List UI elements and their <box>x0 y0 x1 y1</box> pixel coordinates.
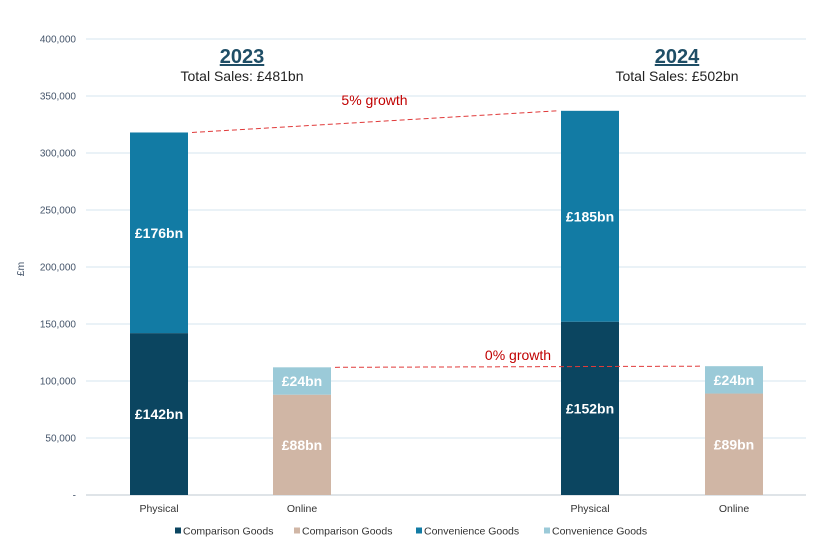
y-tick-label: 100,000 <box>40 377 77 388</box>
legend-swatch <box>544 527 550 534</box>
bar-segment-label: £152bn <box>566 400 614 416</box>
y-tick-label: 400,000 <box>40 35 77 46</box>
bar-segment-label: £24bn <box>714 372 754 388</box>
bar-segment-label: £24bn <box>282 373 322 389</box>
year-total-sales: Total Sales: £481bn <box>181 68 304 84</box>
legend-item-label: Convenience Goods <box>552 526 647 538</box>
growth-annotation: 0% growth <box>485 347 551 363</box>
bar-segment <box>273 394 331 495</box>
bar-segment-label: £142bn <box>135 406 183 422</box>
y-tick-label: 350,000 <box>40 92 77 103</box>
y-tick-label: 50,000 <box>45 434 76 445</box>
bar-segment-label: £185bn <box>566 208 614 224</box>
y-tick-label: 200,000 <box>40 263 77 274</box>
bar-segment <box>130 333 188 495</box>
bar-segment <box>705 366 763 394</box>
x-category-label: Online <box>287 503 318 515</box>
growth-annotation: 5% growth <box>341 92 407 108</box>
bar-segment-label: £88bn <box>282 437 322 453</box>
legend-item-label: Comparison Goods <box>302 526 392 538</box>
y-tick-label: 300,000 <box>40 149 77 160</box>
x-category-label: Online <box>719 503 750 515</box>
x-category-label: Physical <box>139 503 178 515</box>
year-title: 2024 <box>655 46 700 68</box>
legend-swatch <box>175 527 181 534</box>
bar-segment-label: £176bn <box>135 225 183 241</box>
bar-segment <box>705 393 763 495</box>
y-tick-label: 250,000 <box>40 206 77 217</box>
legend-swatch <box>294 527 300 534</box>
bar-segment-label: £89bn <box>714 436 754 452</box>
legend-swatch <box>416 527 422 534</box>
growth-line <box>334 365 702 368</box>
bar-segment <box>273 367 331 395</box>
y-tick-label: - <box>73 491 76 502</box>
x-category-label: Physical <box>570 503 609 515</box>
bar-segment <box>561 110 619 322</box>
y-axis-label: £m <box>15 261 27 276</box>
growth-line <box>191 110 558 133</box>
bar-segment <box>130 132 188 334</box>
bar-segment <box>561 321 619 495</box>
legend-item-label: Comparison Goods <box>183 526 273 538</box>
y-tick-label: 150,000 <box>40 320 77 331</box>
year-total-sales: Total Sales: £502bn <box>616 68 739 84</box>
legend-item-label: Convenience Goods <box>424 526 519 538</box>
year-title: 2023 <box>220 46 265 68</box>
